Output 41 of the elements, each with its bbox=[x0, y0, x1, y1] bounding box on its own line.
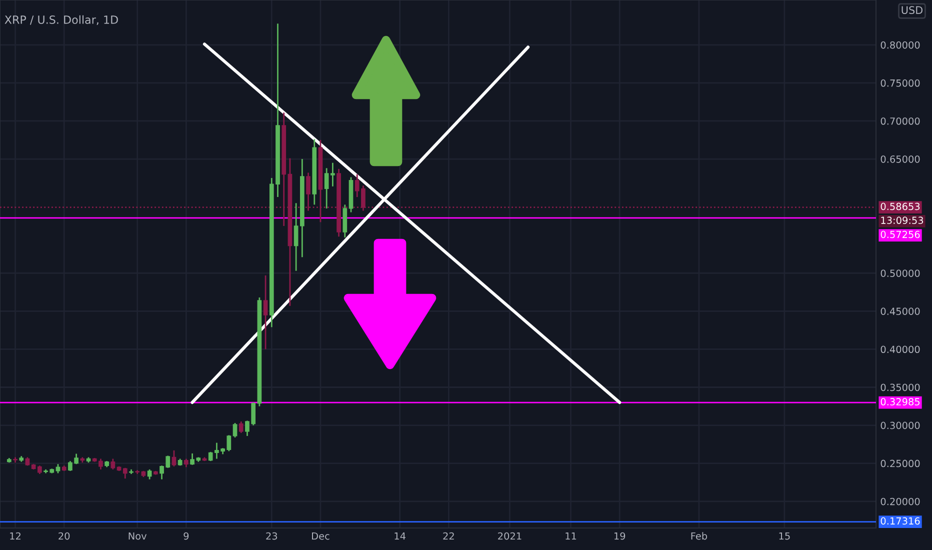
y-tick-label: 0.35000 bbox=[880, 384, 920, 392]
y-tick-label: 0.25000 bbox=[880, 460, 920, 468]
x-tick-label: Feb bbox=[691, 532, 708, 540]
y-tick-label: 0.80000 bbox=[880, 41, 920, 49]
y-tick-label: 0.40000 bbox=[880, 346, 920, 354]
candlestick bbox=[172, 450, 176, 468]
x-tick-label: 2021 bbox=[498, 532, 522, 540]
x-tick-label: 9 bbox=[184, 532, 189, 540]
y-tick-label: 0.70000 bbox=[880, 117, 920, 125]
y-tick-label: 0.20000 bbox=[880, 498, 920, 506]
y-tick-label: 0.65000 bbox=[880, 155, 920, 163]
x-tick-label: Nov bbox=[128, 532, 147, 540]
text: XRP / U.S. Dollar, 1D bbox=[4, 15, 118, 26]
x-tick-label: 22 bbox=[443, 532, 454, 540]
x-tick-label: 23 bbox=[266, 532, 278, 540]
candlestick bbox=[342, 204, 348, 238]
x-tick-label: 15 bbox=[779, 532, 790, 540]
candlestick bbox=[56, 463, 60, 474]
x-tick-label: 14 bbox=[394, 532, 406, 540]
x-tick-label: 12 bbox=[10, 532, 20, 540]
candlestick bbox=[110, 458, 116, 470]
y-tick-label: 0.30000 bbox=[880, 422, 920, 430]
x-tick-label: 20 bbox=[58, 532, 70, 540]
y-tick-label: 0.75000 bbox=[880, 79, 920, 87]
candlestick bbox=[232, 422, 238, 438]
ref-line-label: 0.57256 bbox=[880, 230, 920, 238]
ref-line-label: 0.32985 bbox=[880, 398, 920, 406]
y-tick-label: 0.50000 bbox=[880, 270, 920, 277]
text: 13:09:53 bbox=[881, 216, 924, 224]
x-tick-label: 11 bbox=[566, 532, 576, 540]
candlestick bbox=[263, 274, 268, 350]
x-tick-label: 19 bbox=[614, 532, 626, 540]
x-tick-label: Dec bbox=[312, 532, 330, 540]
y-tick-label: 0.45000 bbox=[880, 308, 920, 315]
candlestick bbox=[122, 467, 128, 480]
candlestick bbox=[238, 420, 244, 434]
text: USD bbox=[902, 6, 923, 14]
candlestick bbox=[147, 468, 152, 480]
ref-line-label: 0.58653 bbox=[880, 202, 920, 210]
ref-line-label: 0.17316 bbox=[880, 517, 920, 525]
candlestick bbox=[294, 202, 298, 272]
